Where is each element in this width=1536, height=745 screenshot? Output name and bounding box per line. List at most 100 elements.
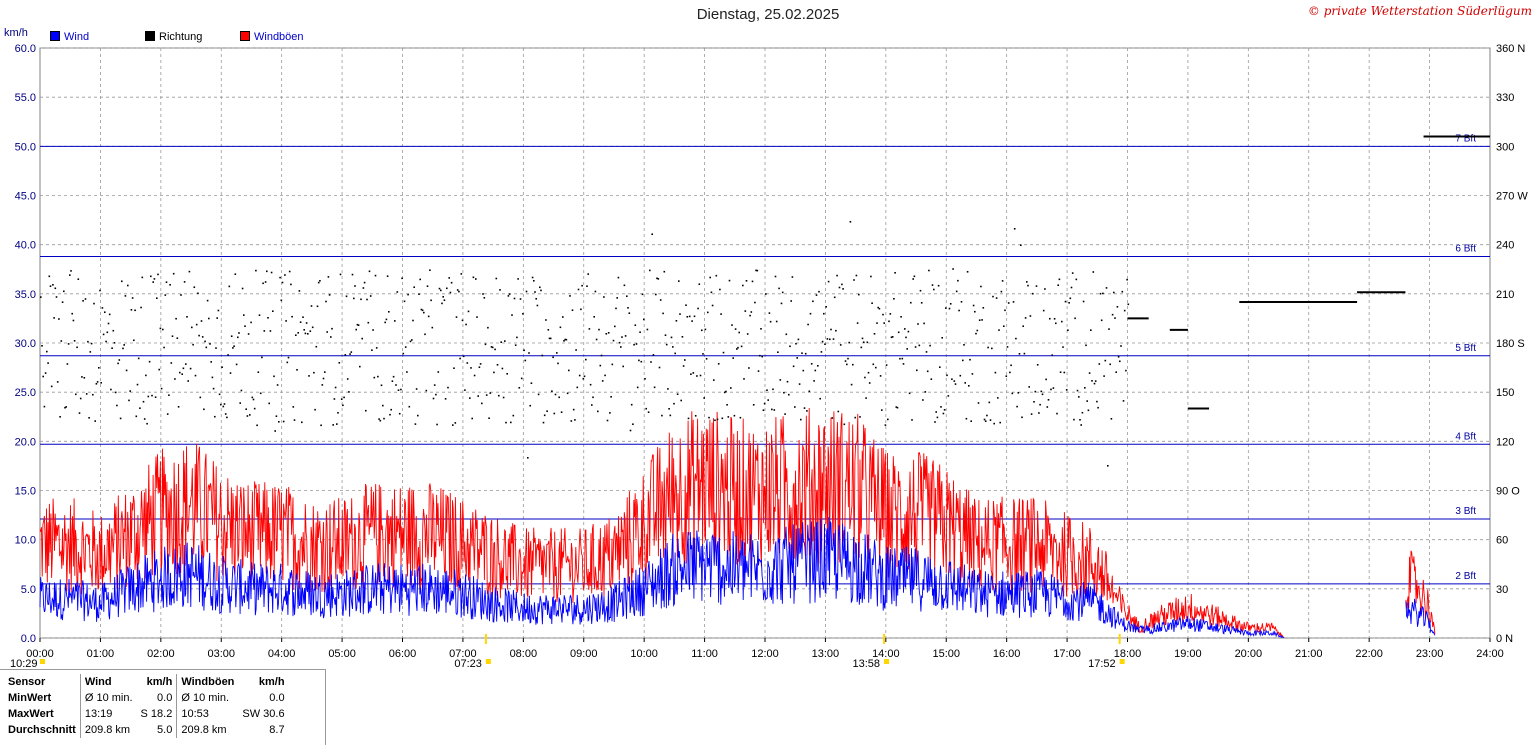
direction-point	[556, 352, 558, 354]
direction-point	[130, 309, 133, 311]
beaufort-label: 2 Bft	[1455, 571, 1476, 582]
direction-point	[877, 306, 879, 309]
direction-point	[338, 362, 341, 364]
direction-point	[1045, 378, 1047, 381]
direction-point	[757, 370, 760, 372]
direction-point	[772, 388, 774, 391]
chart-title: Dienstag, 25.02.2025	[696, 6, 840, 23]
direction-point	[298, 290, 301, 292]
direction-point	[548, 337, 551, 340]
stats-header: Windböen	[176, 674, 239, 690]
direction-point	[180, 294, 182, 296]
direction-point	[239, 402, 241, 404]
direction-point	[598, 328, 600, 331]
direction-point	[577, 288, 580, 291]
direction-point	[112, 329, 115, 332]
direction-point	[656, 277, 658, 280]
direction-point	[650, 361, 652, 363]
direction-point	[162, 328, 164, 331]
direction-point	[245, 408, 247, 410]
direction-point	[593, 316, 595, 318]
direction-point	[910, 301, 912, 304]
direction-point	[541, 354, 544, 357]
direction-point	[949, 303, 952, 305]
direction-point	[117, 362, 119, 365]
x-tick-label: 16:00	[993, 648, 1021, 660]
direction-point	[476, 316, 478, 318]
direction-point	[970, 420, 972, 422]
direction-point	[1110, 418, 1113, 420]
direction-point	[1090, 329, 1092, 331]
direction-point	[208, 317, 210, 320]
direction-point	[1058, 278, 1061, 281]
x-tick-label: 19:00	[1174, 648, 1202, 660]
direction-point	[676, 393, 679, 395]
direction-point	[893, 298, 895, 300]
direction-point	[489, 392, 492, 394]
direction-point	[888, 320, 890, 323]
marker-label: 13:58	[852, 658, 880, 670]
direction-point	[425, 389, 428, 392]
direction-point	[1068, 302, 1070, 304]
direction-point	[907, 330, 910, 333]
direction-point	[1003, 325, 1005, 327]
direction-point	[415, 388, 418, 390]
direction-point	[1121, 290, 1124, 293]
direction-point	[611, 363, 614, 366]
direction-point	[78, 412, 81, 414]
direction-point	[125, 369, 128, 372]
direction-point	[988, 401, 991, 404]
direction-point	[154, 396, 157, 398]
direction-point	[170, 362, 173, 364]
direction-point	[1098, 363, 1101, 365]
direction-point	[512, 414, 515, 417]
direction-point	[987, 346, 989, 349]
direction-point	[232, 347, 234, 349]
direction-point	[808, 390, 811, 393]
direction-point	[187, 380, 189, 382]
direction-point	[780, 302, 783, 305]
direction-point	[562, 316, 564, 318]
direction-point	[796, 357, 798, 359]
direction-point	[53, 317, 55, 319]
direction-point	[523, 349, 525, 352]
direction-point	[95, 383, 98, 385]
direction-point	[417, 414, 419, 417]
direction-point	[1055, 322, 1057, 325]
legend-gust: Windböen	[240, 31, 304, 43]
direction-point	[688, 315, 691, 318]
direction-point	[496, 364, 499, 366]
direction-point	[941, 337, 943, 339]
direction-point	[535, 298, 537, 300]
direction-point	[1119, 360, 1121, 363]
direction-point	[911, 419, 913, 421]
direction-point	[362, 287, 365, 289]
direction-point	[986, 414, 988, 417]
direction-point	[722, 351, 725, 354]
direction-point	[113, 342, 116, 344]
direction-point	[444, 398, 447, 400]
direction-point	[384, 321, 386, 324]
direction-point	[571, 309, 574, 311]
direction-point	[215, 347, 217, 349]
direction-point	[209, 343, 211, 345]
direction-point	[386, 275, 389, 277]
direction-point	[714, 419, 716, 422]
direction-point	[339, 273, 342, 276]
direction-point	[40, 296, 42, 298]
direction-point	[1013, 228, 1016, 230]
direction-point	[182, 367, 185, 370]
stats-header-row: Sensor Wind km/h Windböen km/h	[4, 674, 289, 690]
direction-point	[547, 329, 550, 331]
y-tick-label: 5.0	[21, 584, 36, 596]
y-tick-label: 10.0	[15, 535, 36, 547]
marker-dot	[485, 659, 491, 664]
direction-point	[88, 417, 90, 419]
direction-point	[319, 280, 321, 282]
direction-point	[238, 332, 240, 334]
direction-point	[632, 423, 634, 425]
direction-point	[678, 280, 680, 282]
direction-point	[160, 387, 163, 390]
direction-point	[73, 340, 76, 342]
direction-point	[672, 346, 674, 348]
